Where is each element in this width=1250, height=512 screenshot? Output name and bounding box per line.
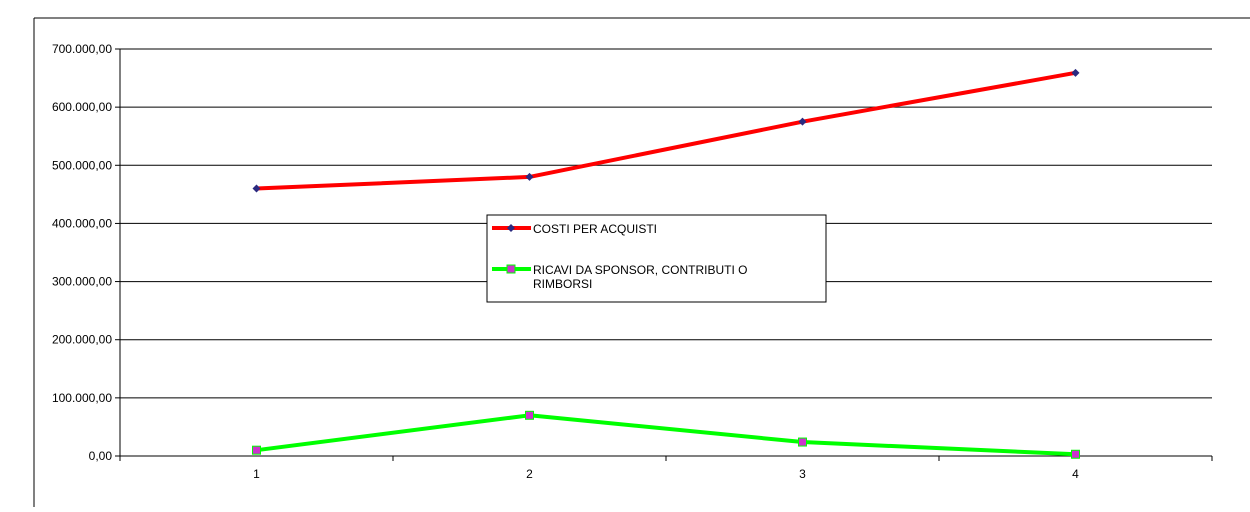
data-point [252,445,261,455]
data-point [252,184,261,193]
data-point [798,437,807,447]
series-group [252,68,1080,459]
data-point [1071,449,1080,459]
y-tick-label: 100.000,00 [52,391,112,405]
y-tick-label: 300.000,00 [52,275,112,289]
y-tick-label: 0,00 [89,449,113,463]
y-tick-label: 500.000,00 [52,158,112,172]
data-point [525,172,534,181]
legend-marker [507,224,515,232]
legend-label: COSTI PER ACQUISTI [533,222,657,236]
x-tick-label: 3 [799,467,806,481]
data-point [525,410,534,420]
x-tick-label: 4 [1072,467,1079,481]
y-tick-label: 600.000,00 [52,100,112,114]
legend: COSTI PER ACQUISTI RICAVI DA SPONSOR, CON… [486,214,827,303]
legend-marker [506,264,516,274]
axes [115,48,1213,461]
x-tick-label: 2 [526,467,533,481]
x-tick-labels: 1 2 3 4 [253,467,1079,481]
series-line-1 [256,70,1076,191]
legend-label: RICAVI DA SPONSOR, CONTRIBUTI O [533,263,747,277]
y-tick-labels: 0,00 100.000,00 200.000,00 300.000,00 400.00… [52,42,112,463]
data-point [798,117,807,126]
legend-label: RIMBORSI [533,277,592,291]
y-tick-label: 700.000,00 [52,42,112,56]
data-point [1071,68,1080,77]
series-line-2 [256,413,1076,457]
legend-box [486,214,827,303]
x-tick-label: 1 [253,467,260,481]
y-tick-label: 400.000,00 [52,216,112,230]
y-tick-label: 200.000,00 [52,333,112,347]
